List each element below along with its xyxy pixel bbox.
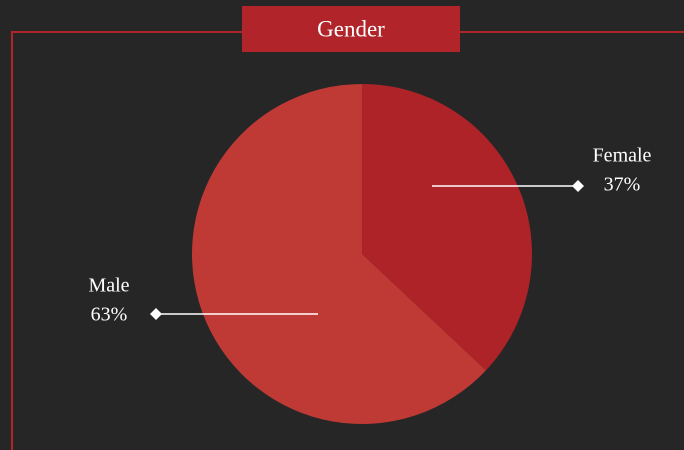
title-box [242,6,460,52]
pie-slice [192,84,486,425]
slice-value-label: 63% [91,304,128,326]
leader-marker [572,180,584,192]
slice-label: Female [593,145,652,167]
frame-left [11,31,242,450]
pie [192,84,532,425]
pie-slice [362,84,532,371]
slice-label: Male [88,275,129,297]
chart-title: Gender [317,16,385,41]
leader-marker [150,308,162,320]
slice-value-label: 37% [604,174,641,196]
